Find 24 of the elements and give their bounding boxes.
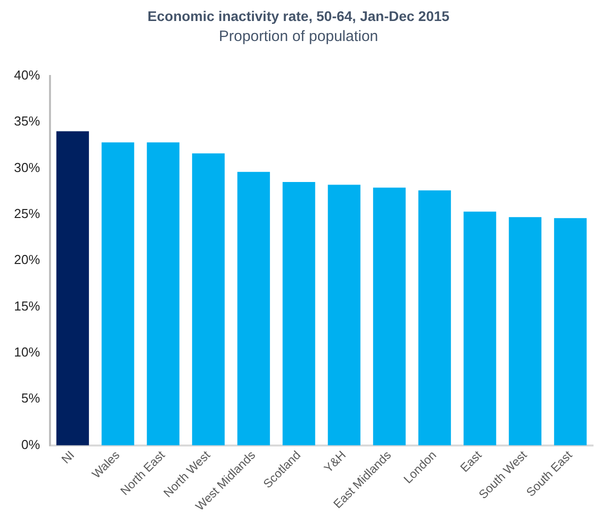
y-tick-label: 0% xyxy=(21,436,40,452)
y-tick-label: 35% xyxy=(14,114,40,129)
y-tick-label: 10% xyxy=(14,344,40,360)
bar xyxy=(282,182,316,446)
x-tick-label: NI xyxy=(58,448,78,466)
y-tick-label: 20% xyxy=(14,252,40,268)
chart-title: Economic inactivity rate, 50-64, Jan-Dec 2015 xyxy=(146,8,450,24)
bar xyxy=(328,184,360,446)
bar xyxy=(56,131,89,446)
y-tick-label: 15% xyxy=(14,298,40,314)
bar xyxy=(192,153,225,446)
y-tick-label: 5% xyxy=(21,390,40,406)
y-tick-label: 25% xyxy=(14,206,40,221)
bar xyxy=(146,142,180,446)
y-tick-label: 30% xyxy=(14,160,40,175)
chart-subtitle: Proportion of population xyxy=(218,28,380,45)
bar xyxy=(102,142,134,446)
y-tick-label: 40% xyxy=(14,67,40,82)
bar xyxy=(418,190,451,446)
bar xyxy=(554,218,587,446)
bar xyxy=(464,212,496,446)
bar xyxy=(508,217,542,446)
bar xyxy=(237,172,270,446)
bar xyxy=(373,188,406,446)
